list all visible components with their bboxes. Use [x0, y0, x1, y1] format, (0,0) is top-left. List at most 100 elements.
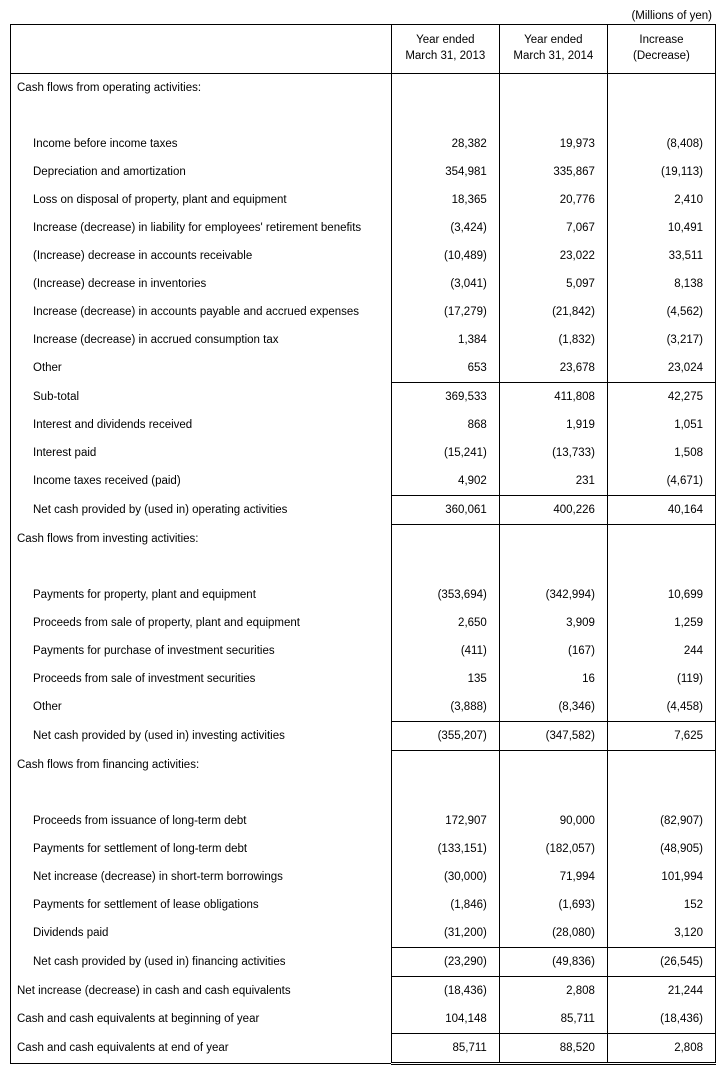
value-2013: 135 [391, 665, 499, 693]
row-label: Net cash provided by (used in) investing… [11, 722, 392, 751]
value-2013: (3,424) [391, 214, 499, 242]
value-2014: 85,711 [499, 1005, 607, 1034]
table-row: Proceeds from issuance of long-term debt… [11, 807, 716, 835]
table-row: Income before income taxes28,38219,973(8… [11, 130, 716, 158]
table-row: Increase (decrease) in liability for emp… [11, 214, 716, 242]
value-2014: 335,867 [499, 158, 607, 186]
value-change: (8,408) [607, 130, 715, 158]
units-label: (Millions of yen) [10, 10, 712, 22]
row-label: Interest and dividends received [11, 411, 392, 439]
value-2013: (17,279) [391, 298, 499, 326]
table-row: Increase (decrease) in accounts payable … [11, 298, 716, 326]
value-2013: 28,382 [391, 130, 499, 158]
value-change: 2,808 [607, 1034, 715, 1064]
value-2013: (1,846) [391, 891, 499, 919]
table-row: Income taxes received (paid)4,902231(4,6… [11, 467, 716, 496]
row-label: Proceeds from sale of investment securit… [11, 665, 392, 693]
value-2013: 354,981 [391, 158, 499, 186]
table-row [11, 102, 716, 130]
row-label: Payments for settlement of lease obligat… [11, 891, 392, 919]
row-label: (Increase) decrease in inventories [11, 270, 392, 298]
value-change: 40,164 [607, 496, 715, 525]
table-row: Payments for settlement of lease obligat… [11, 891, 716, 919]
value-2014: (182,057) [499, 835, 607, 863]
table-row: (Increase) decrease in accounts receivab… [11, 242, 716, 270]
cash-flow-table: Year endedMarch 31, 2013 Year endedMarch… [10, 24, 716, 1065]
value-2013: (3,888) [391, 693, 499, 722]
value-2014: 20,776 [499, 186, 607, 214]
header-blank [11, 25, 392, 74]
value-2013: (133,151) [391, 835, 499, 863]
value-2013: (23,290) [391, 948, 499, 977]
value-2013: (353,694) [391, 581, 499, 609]
value-2013: 2,650 [391, 609, 499, 637]
table-row: Loss on disposal of property, plant and … [11, 186, 716, 214]
value-2014: (13,733) [499, 439, 607, 467]
value-change: 1,508 [607, 439, 715, 467]
table-row: Cash flows from investing activities: [11, 525, 716, 554]
table-row: Other(3,888)(8,346)(4,458) [11, 693, 716, 722]
table-row: Interest paid(15,241)(13,733)1,508 [11, 439, 716, 467]
table-row: Sub-total369,533411,80842,275 [11, 383, 716, 412]
table-row: Proceeds from sale of investment securit… [11, 665, 716, 693]
value-2014: 411,808 [499, 383, 607, 412]
value-change: 3,120 [607, 919, 715, 948]
table-row: Net cash provided by (used in) operating… [11, 496, 716, 525]
table-row: Proceeds from sale of property, plant an… [11, 609, 716, 637]
table-row: Payments for settlement of long-term deb… [11, 835, 716, 863]
value-change: 152 [607, 891, 715, 919]
value-2013: 85,711 [391, 1034, 499, 1064]
table-row: Cash flows from financing activities: [11, 751, 716, 780]
value-2014: 231 [499, 467, 607, 496]
table-row [11, 779, 716, 807]
value-2014: 5,097 [499, 270, 607, 298]
section-header: Cash flows from financing activities: [11, 751, 392, 780]
value-change: (4,562) [607, 298, 715, 326]
value-2014: 23,022 [499, 242, 607, 270]
value-2014: 23,678 [499, 354, 607, 383]
row-label: Increase (decrease) in liability for emp… [11, 214, 392, 242]
row-label: Proceeds from issuance of long-term debt [11, 807, 392, 835]
value-2013: 172,907 [391, 807, 499, 835]
value-2013: (31,200) [391, 919, 499, 948]
row-label: Sub-total [11, 383, 392, 412]
value-change: 23,024 [607, 354, 715, 383]
header-col-2013: Year endedMarch 31, 2013 [391, 25, 499, 74]
value-2013: (15,241) [391, 439, 499, 467]
value-change: (19,113) [607, 158, 715, 186]
value-2014: (167) [499, 637, 607, 665]
value-change: 42,275 [607, 383, 715, 412]
value-2013: (3,041) [391, 270, 499, 298]
value-change: (4,458) [607, 693, 715, 722]
value-2014: 71,994 [499, 863, 607, 891]
blank-cell [11, 553, 392, 581]
value-2014: (347,582) [499, 722, 607, 751]
value-2014: 1,919 [499, 411, 607, 439]
row-label: Dividends paid [11, 919, 392, 948]
row-label: Depreciation and amortization [11, 158, 392, 186]
value-change: 10,491 [607, 214, 715, 242]
value-change: (82,907) [607, 807, 715, 835]
value-2013: 1,384 [391, 326, 499, 354]
value-change: 8,138 [607, 270, 715, 298]
value-2013: (355,207) [391, 722, 499, 751]
row-label: Payments for property, plant and equipme… [11, 581, 392, 609]
row-label: Net increase (decrease) in cash and cash… [11, 977, 392, 1006]
value-change: 244 [607, 637, 715, 665]
value-2014: (21,842) [499, 298, 607, 326]
table-row: Increase (decrease) in accrued consumpti… [11, 326, 716, 354]
row-label: Loss on disposal of property, plant and … [11, 186, 392, 214]
table-row: (Increase) decrease in inventories(3,041… [11, 270, 716, 298]
value-2013: 653 [391, 354, 499, 383]
value-change: (119) [607, 665, 715, 693]
row-label: Income taxes received (paid) [11, 467, 392, 496]
section-header: Cash flows from operating activities: [11, 74, 392, 103]
row-label: (Increase) decrease in accounts receivab… [11, 242, 392, 270]
table-row: Cash and cash equivalents at end of year… [11, 1034, 716, 1064]
header-col-change: Increase(Decrease) [607, 25, 715, 74]
value-change: (48,905) [607, 835, 715, 863]
value-2013: 18,365 [391, 186, 499, 214]
table-row: Cash and cash equivalents at beginning o… [11, 1005, 716, 1034]
value-2014: 88,520 [499, 1034, 607, 1064]
value-2013: 360,061 [391, 496, 499, 525]
